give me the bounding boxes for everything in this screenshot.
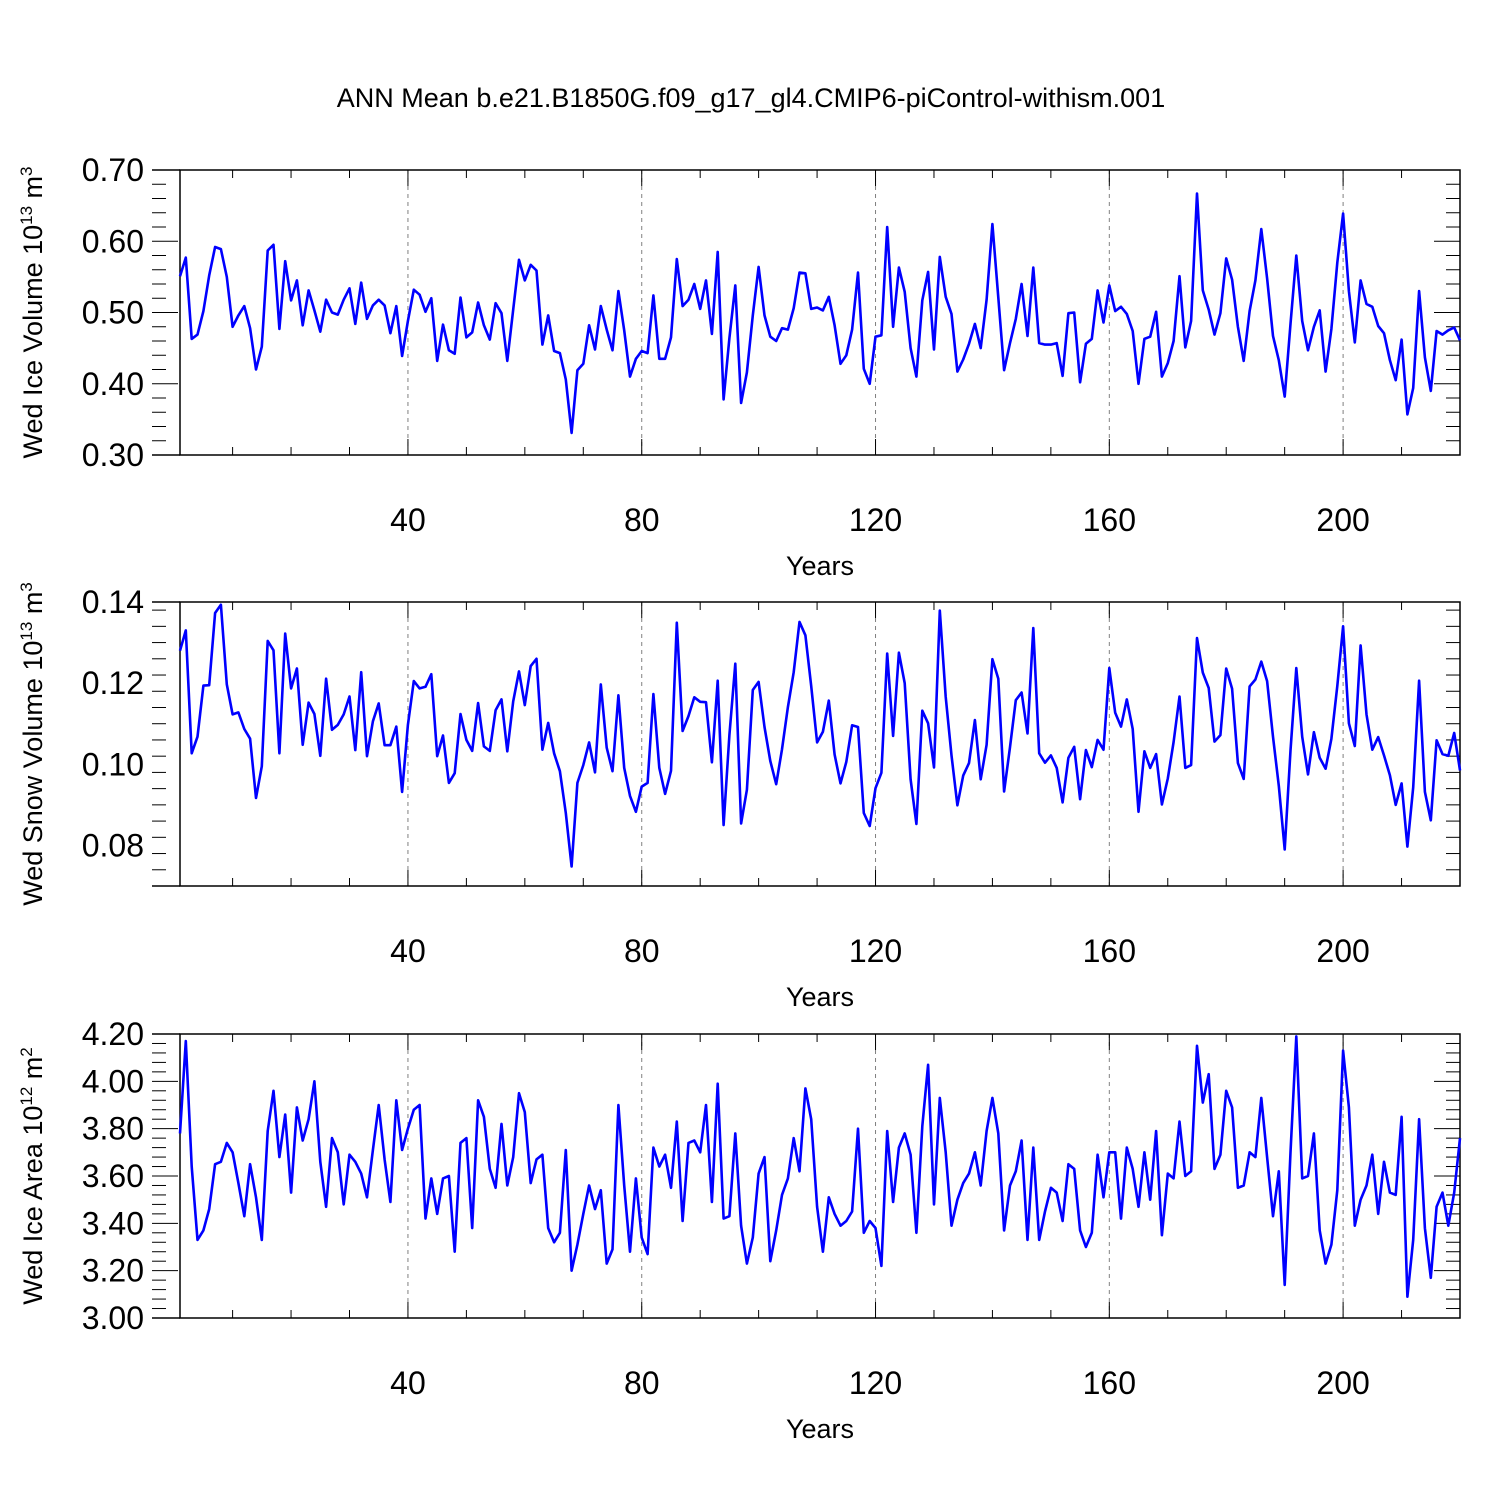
x-tick-label: 80 (624, 502, 660, 538)
y-axis-label-exponent: 13 (17, 622, 36, 641)
panels: 0.30 0.40 0.50 0.60 0.70 40 80 120 160 200 Years We… (17, 152, 1462, 1444)
plot-frame (179, 1033, 1461, 1319)
y-axis-label: Wed Snow Volume 1013 m3 (17, 582, 48, 906)
y-axis-label-unit: m (18, 592, 48, 622)
y-tick-label: 0.08 (82, 827, 144, 863)
x-tick-label: 120 (849, 933, 902, 969)
chart-panel-2: 0.08 0.10 0.12 0.14 40 80 120 160 200 Years Wed Sn… (17, 582, 1462, 1012)
y-tick-label: 0.30 (82, 437, 144, 473)
x-tick-label: 40 (390, 933, 426, 969)
y-tick-label: 3.00 (82, 1300, 144, 1336)
x-tick-label: 200 (1316, 1365, 1369, 1401)
x-tick-label: 200 (1316, 502, 1369, 538)
x-tick-label: 80 (624, 933, 660, 969)
y-tick-label: 3.20 (82, 1253, 144, 1289)
x-tick-label: 40 (390, 1365, 426, 1401)
x-tick-label: 160 (1083, 502, 1136, 538)
y-axis-label-text: Wed Snow Volume 10 (18, 641, 48, 906)
plot-frame (179, 169, 1461, 456)
series-line (178, 1035, 1462, 1298)
y-axis-label-text: Wed Ice Area 10 (18, 1106, 48, 1305)
y-tick-label: 4.20 (82, 1016, 144, 1052)
x-tick-label: 160 (1083, 1365, 1136, 1401)
x-tick-label: 120 (849, 1365, 902, 1401)
y-axis-label-unit-exponent: 2 (17, 1047, 36, 1056)
y-tick-label: 4.00 (82, 1063, 144, 1099)
y-axis-label-exponent: 13 (17, 206, 36, 225)
y-tick-label: 0.10 (82, 746, 144, 782)
y-tick-label: 0.12 (82, 665, 144, 701)
y-axis-label: Wed Ice Area 1012 m2 (17, 1047, 48, 1305)
y-tick-label: 0.70 (82, 152, 144, 188)
x-tick-label: 160 (1083, 933, 1136, 969)
y-tick-label: 0.14 (82, 584, 144, 620)
x-axis-label: Years (786, 551, 854, 581)
y-tick-label: 0.60 (82, 223, 144, 259)
chart-panel-3: 3.00 3.20 3.40 3.60 3.80 4.00 4.20 40 80 120 160 20… (17, 1016, 1462, 1444)
y-axis-label-exponent: 12 (17, 1087, 36, 1106)
y-axis-label: Wed Ice Volume 1013 m3 (17, 166, 48, 458)
y-tick-label: 3.60 (82, 1158, 144, 1194)
x-tick-label: 120 (849, 502, 902, 538)
y-tick-label: 3.40 (82, 1205, 144, 1241)
y-axis-label-unit: m (18, 176, 48, 206)
x-axis-label: Years (786, 982, 854, 1012)
y-axis-label-unit-exponent: 3 (17, 166, 36, 175)
y-axis-label-unit-exponent: 3 (17, 582, 36, 591)
y-tick-label: 0.40 (82, 366, 144, 402)
y-axis-label-text: Wed Ice Volume 10 (18, 225, 48, 459)
series-line (178, 192, 1462, 435)
x-tick-label: 200 (1316, 933, 1369, 969)
chart-panel-1: 0.30 0.40 0.50 0.60 0.70 40 80 120 160 200 Years We… (17, 152, 1462, 581)
series-line (178, 603, 1462, 868)
x-tick-label: 80 (624, 1365, 660, 1401)
y-axis-label-unit: m (18, 1057, 48, 1087)
x-axis-label: Years (786, 1414, 854, 1444)
plot-frame (179, 601, 1461, 887)
figure-title: ANN Mean b.e21.B1850G.f09_g17_gl4.CMIP6-… (337, 83, 1165, 113)
y-tick-label: 3.80 (82, 1111, 144, 1147)
x-tick-label: 40 (390, 502, 426, 538)
y-tick-label: 0.50 (82, 295, 144, 331)
